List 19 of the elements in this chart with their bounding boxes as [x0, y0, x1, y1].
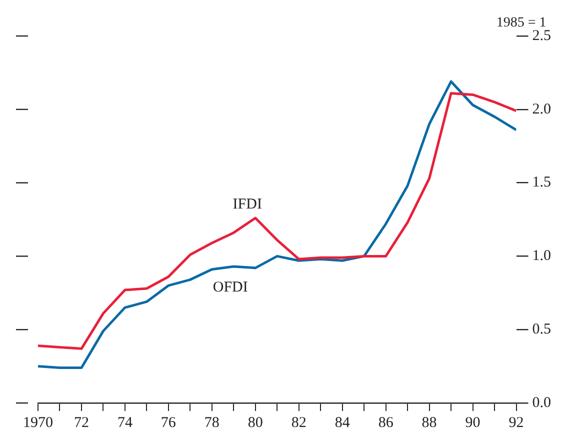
x-tick-label: 72: [74, 414, 89, 431]
x-tick-label: 82: [291, 414, 306, 431]
x-tick-label: 86: [378, 414, 394, 431]
series-label: OFDI: [212, 279, 248, 296]
y-tick-label: 2.0: [532, 101, 551, 118]
y-tick-label: 0.5: [532, 322, 551, 338]
x-tick-label: 1970: [23, 414, 53, 431]
x-tick-label: 76: [160, 414, 176, 431]
x-tick-label: 88: [422, 414, 437, 431]
x-tick-label: 74: [117, 414, 133, 431]
series-label: IFDI: [232, 196, 262, 212]
x-tick-label: 78: [204, 414, 220, 431]
x-tick-label: 90: [465, 414, 480, 431]
y-tick-label: 1.0: [532, 248, 551, 264]
x-tick-label: 80: [248, 414, 263, 431]
y-tick-label: 1.5: [532, 174, 551, 191]
x-tick-label: 84: [334, 414, 350, 431]
x-tick-label: 92: [508, 414, 524, 431]
y-tick-label: 0.0: [532, 394, 551, 411]
